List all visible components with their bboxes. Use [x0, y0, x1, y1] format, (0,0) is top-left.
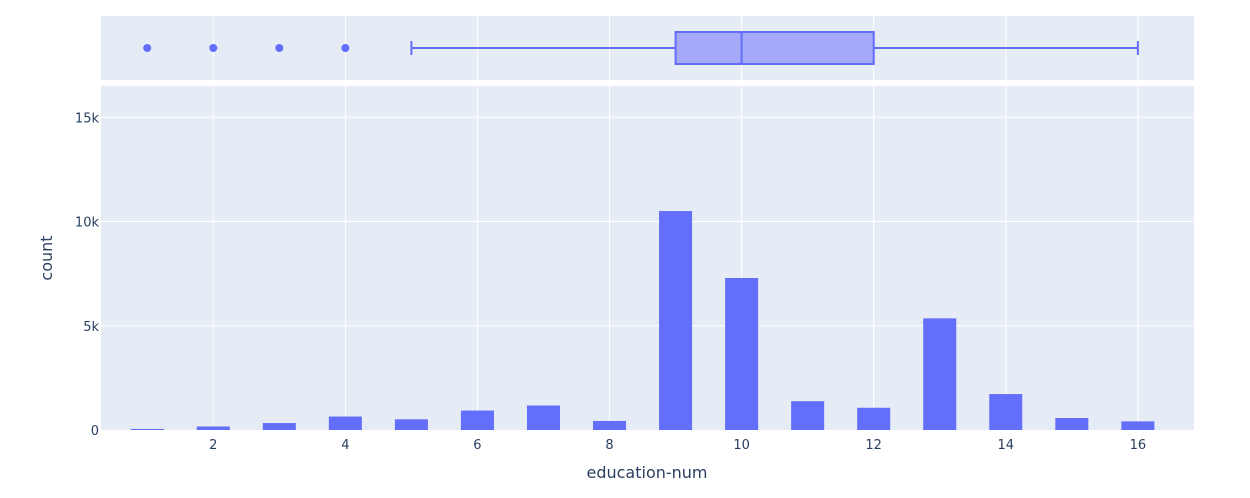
x-axis-title: education-num: [586, 463, 707, 482]
histogram-bar[interactable]: [857, 407, 891, 430]
x-tick-label: 16: [1130, 438, 1147, 453]
histogram-bar[interactable]: [394, 419, 428, 430]
histogram-bar[interactable]: [659, 211, 693, 430]
histogram-bar[interactable]: [130, 428, 164, 430]
histogram-bar[interactable]: [593, 420, 627, 430]
boxplot-box[interactable]: [674, 31, 875, 65]
x-tick-label: 12: [865, 438, 882, 453]
histogram-bars[interactable]: [130, 211, 1155, 430]
histogram-bar[interactable]: [328, 416, 362, 430]
histogram-bar[interactable]: [791, 401, 825, 430]
y-tick-label: 10k: [75, 216, 100, 231]
x-tick-label: 4: [341, 438, 349, 453]
x-tick-label: 8: [605, 438, 613, 453]
y-axis-title: count: [37, 235, 56, 280]
x-tick-label: 14: [998, 438, 1015, 453]
boxplot-outlier-point[interactable]: [143, 44, 152, 52]
boxplot-outlier-point[interactable]: [209, 44, 218, 52]
boxplot-outlier-point[interactable]: [341, 44, 350, 52]
histogram-bar[interactable]: [262, 423, 296, 430]
histogram-bar[interactable]: [725, 277, 759, 430]
histogram-bar[interactable]: [526, 405, 560, 430]
histogram-bar[interactable]: [1055, 417, 1089, 430]
histogram-bar[interactable]: [1121, 421, 1155, 430]
y-axis-ticks: 0 5k 10k 15k: [75, 111, 100, 439]
boxplot-outlier-point[interactable]: [275, 44, 284, 52]
histogram-panel-background: [101, 86, 1194, 430]
y-tick-label: 5k: [83, 320, 99, 335]
x-tick-label: 2: [209, 438, 217, 453]
x-tick-label: 10: [733, 438, 750, 453]
boxplot[interactable]: [143, 31, 1139, 65]
y-tick-label: 15k: [75, 111, 100, 126]
x-axis-ticks: 2 4 6 8 10 12 14 16: [209, 438, 1146, 453]
histogram-bar[interactable]: [923, 318, 957, 430]
histogram-bar[interactable]: [989, 394, 1023, 430]
x-tick-label: 6: [473, 438, 481, 453]
histogram-gridlines: [101, 86, 1194, 430]
y-tick-label: 0: [91, 424, 99, 439]
histogram-bar[interactable]: [460, 410, 494, 430]
histogram-bar[interactable]: [196, 426, 230, 430]
